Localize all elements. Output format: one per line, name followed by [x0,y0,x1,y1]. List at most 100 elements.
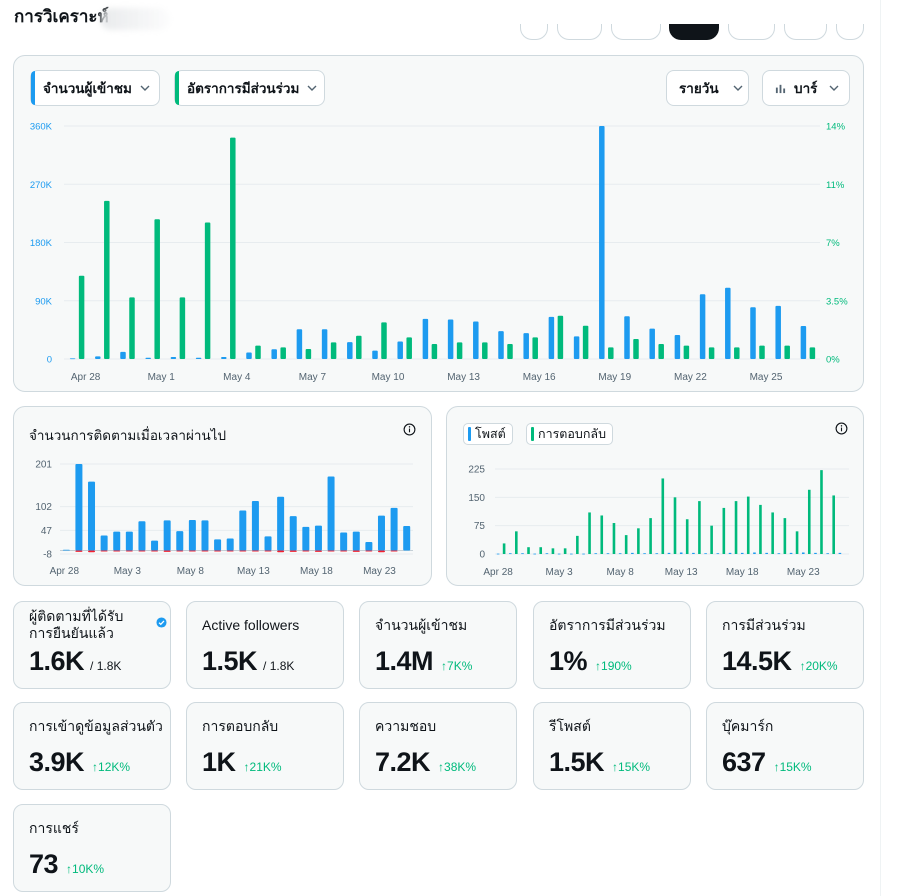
legend-posts-label: โพสต์ [475,427,506,441]
date-range-option[interactable] [520,24,548,40]
stat-value: 637 [722,747,766,777]
stat-value: 1.5K [549,747,605,777]
engagement-rate-bar [255,345,261,359]
stat-value: 14.5K [722,646,792,676]
replies-bar [502,543,506,554]
unfollows-bar [377,550,385,553]
date-range-option[interactable] [611,24,661,40]
stat-label: บุ๊คมาร์ก [722,718,774,734]
replies-bar [600,515,604,554]
posts-bar [716,553,720,555]
follows-bar [365,541,373,551]
arrow-up-icon: ↑ [92,760,99,774]
chevron-down-icon [733,85,743,91]
replies-bar [734,501,738,554]
stat-card-likes[interactable]: ความชอบ 7.2K ↑38K% [359,702,517,790]
follows-bar [314,525,322,551]
date-range-option[interactable] [836,24,864,40]
impressions-bar [120,351,126,359]
info-icon[interactable] [835,422,848,435]
legend-replies[interactable]: การตอบกลับ [526,423,614,445]
stat-card-reposts[interactable]: รีโพสต์ 1.5K ↑15K% [533,702,691,790]
replies-bar [685,519,689,554]
posts-bar [643,553,646,555]
date-range-option[interactable] [728,24,775,40]
stat-card-impressions[interactable]: จำนวนผู้เข้าชม 1.4M ↑7K% [359,601,517,689]
x-tick-label: May 7 [299,372,327,382]
follows-bar [226,538,234,551]
unfollows-bar [239,550,247,552]
impressions-bar [473,321,479,359]
stat-card-profile-visits[interactable]: การเข้าดูข้อมูลส่วนตัว 3.9K ↑12K% [13,702,171,790]
follows-bar [340,532,348,551]
x-tick-label: May 23 [363,566,396,577]
follows-bar [125,531,133,551]
posts-bar-chart: 0 75 150 225 Apr 28 May 3 May 8 May 13 May 18 May… [468,465,849,578]
x-tick-label: Apr 28 [71,372,101,382]
blurred-account-name [100,8,170,30]
posts-bar [753,552,756,554]
replies-bar [527,547,530,554]
y-left-tick-label: 360K [30,122,53,133]
date-range-option[interactable] [784,24,827,40]
stat-card-engagement-rate[interactable]: อัตราการมีส่วนร่วม 1% ↑190% [533,601,691,689]
date-range-option-selected[interactable] [669,24,719,40]
engagement-rate-bar [456,342,463,359]
x-tick-label: May 10 [372,372,405,382]
follows-bar [100,535,108,551]
engagement-rate-bar [759,345,765,359]
stat-card-shares[interactable]: การแชร์ 73 ↑10K% [13,804,171,892]
stat-label: การตอบกลับ [202,718,279,734]
chevron-down-icon [829,85,839,91]
stat-delta: 38K% [444,760,477,774]
posts-bar [496,553,500,555]
stat-label: การมีส่วนร่วม [722,617,806,633]
stat-card-replies[interactable]: การตอบกลับ 1K ↑21K% [186,702,344,790]
legend-replies-label: การตอบกลับ [538,427,607,441]
impressions-bar [422,318,429,359]
date-range-option[interactable] [557,24,602,40]
unfollows-bar [277,550,285,553]
engagement-rate-bar [658,344,664,359]
legend-replies-swatch [531,427,534,441]
y-tick-label: 47 [41,526,53,537]
unfollows-bar [163,550,171,552]
replies-bar [624,535,628,554]
posts-bar [814,552,817,554]
stat-value: 1K [202,747,236,777]
y-left-tick-label: 270K [30,180,53,191]
stat-card-bookmarks[interactable]: บุ๊คมาร์ก 637 ↑15K% [706,702,864,790]
metric2-label: อัตราการมีส่วนร่วม [187,81,300,96]
impressions-bar [599,126,605,359]
posts-bar [606,553,610,555]
stat-label: การแชร์ [29,820,79,836]
metric2-dropdown[interactable]: อัตราการมีส่วนร่วม [174,70,325,106]
posts-bar [594,553,598,555]
stat-card-verified-followers[interactable]: ผู้ติดตามที่ได้รับการยืนยันแล้ว 1.6K / 1.… [13,601,171,689]
engagement-rate-bar [381,322,387,359]
stat-delta: 190% [601,659,632,673]
x-tick-label: May 4 [223,372,251,382]
replies-bar [771,512,774,554]
metric1-dropdown[interactable]: จำนวนผู้เข้าชม [30,70,160,106]
follows-bar [176,531,184,551]
info-icon[interactable] [403,423,416,436]
follows-bar [75,464,83,551]
stat-card-active-followers[interactable]: Active followers 1.5K / 1.8K [186,601,344,689]
unfollows-bar [314,550,322,552]
engagement-rate-bar [129,297,135,359]
unfollows-bar [302,550,310,552]
replies-bar [637,528,640,554]
stat-card-engagements[interactable]: การมีส่วนร่วม 14.5K ↑20K% [706,601,864,689]
impressions-bar [750,307,756,359]
engagement-rate-bar [633,339,639,359]
impressions-bar [498,331,504,359]
legend-posts[interactable]: โพสต์ [463,423,513,445]
unfollows-bar [113,550,121,552]
period-dropdown[interactable]: รายวัน [666,70,749,106]
period-label: รายวัน [679,81,719,96]
engagement-rate-bar [809,347,816,359]
engagement-rate-bar [608,347,614,359]
posts-bar [655,553,659,555]
chart-type-dropdown[interactable]: บาร์ [762,70,850,106]
